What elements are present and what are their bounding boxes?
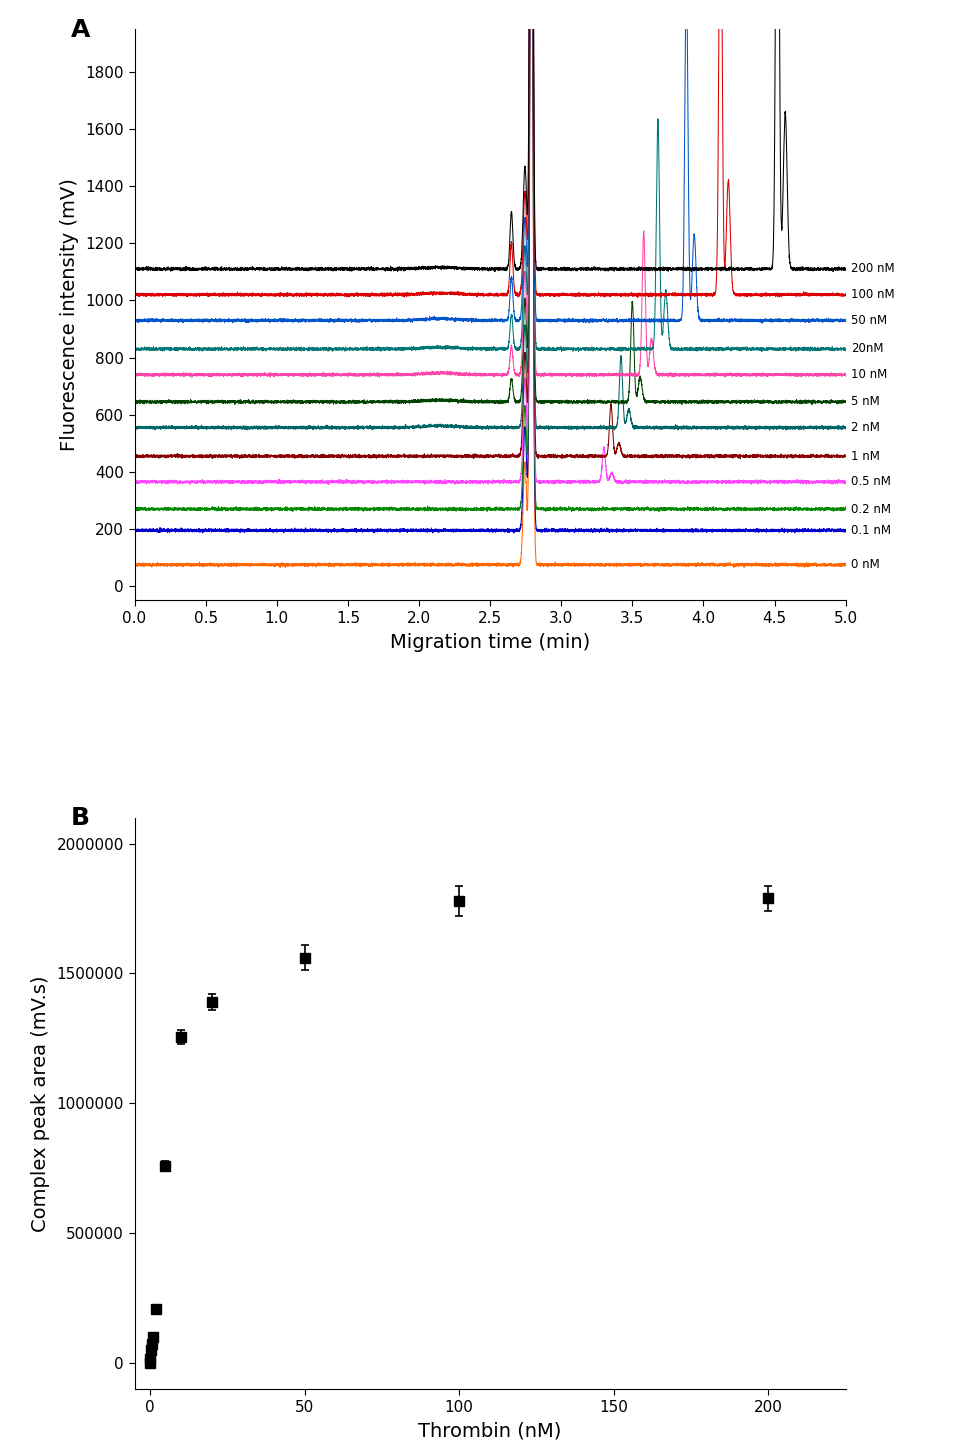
Text: 200 nM: 200 nM: [851, 262, 895, 275]
Text: 50 nM: 50 nM: [851, 314, 888, 327]
Text: 2 nM: 2 nM: [851, 421, 880, 434]
Text: B: B: [70, 806, 89, 831]
Text: 1 nM: 1 nM: [851, 450, 880, 463]
Y-axis label: Complex peak area (mV.s): Complex peak area (mV.s): [31, 975, 50, 1231]
X-axis label: Migration time (min): Migration time (min): [390, 632, 590, 651]
Text: 0 nM: 0 nM: [851, 559, 880, 572]
Text: 0.5 nM: 0.5 nM: [851, 476, 891, 488]
Text: 20nM: 20nM: [851, 343, 884, 356]
Text: 10 nM: 10 nM: [851, 368, 888, 381]
Text: 0.2 nM: 0.2 nM: [851, 502, 892, 515]
Y-axis label: Fluorescence intensity (mV): Fluorescence intensity (mV): [60, 178, 79, 451]
X-axis label: Thrombin (nM): Thrombin (nM): [418, 1421, 562, 1440]
Text: 5 nM: 5 nM: [851, 395, 880, 408]
Text: A: A: [70, 17, 90, 42]
Text: 100 nM: 100 nM: [851, 288, 895, 301]
Text: 0.1 nM: 0.1 nM: [851, 524, 892, 537]
